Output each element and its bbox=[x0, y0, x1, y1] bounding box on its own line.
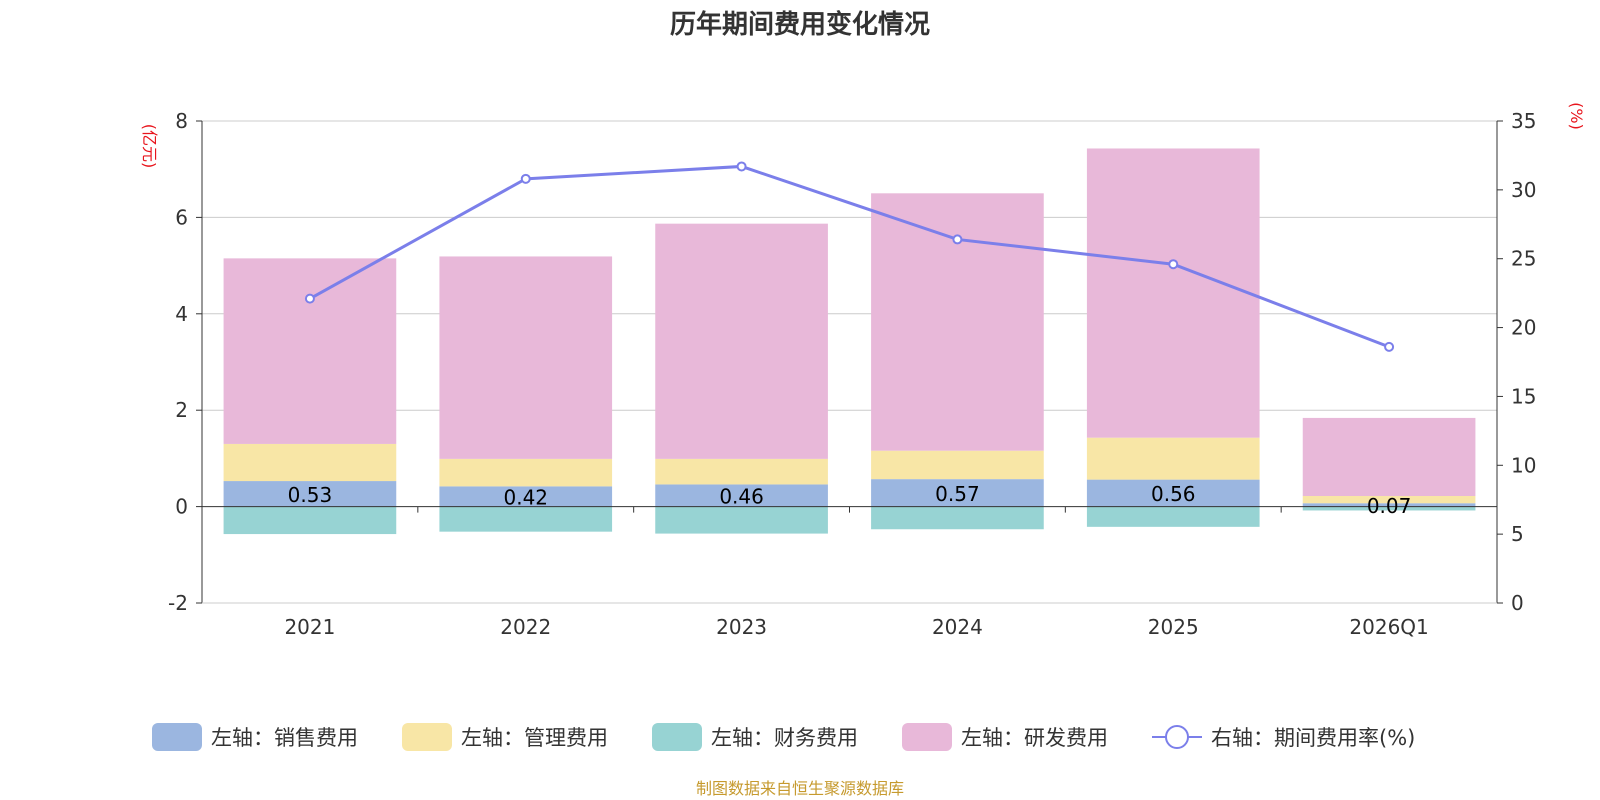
bar-segment bbox=[439, 458, 613, 487]
rate-point bbox=[1384, 341, 1395, 352]
rate-point bbox=[520, 173, 531, 184]
legend-label: 右轴：期间费用率(%) bbox=[1211, 726, 1415, 750]
right-axis-unit: (%) bbox=[1567, 102, 1586, 130]
right-tick-label: 10 bbox=[1511, 453, 1536, 477]
x-tick-label: 2023 bbox=[716, 615, 767, 639]
rate-line bbox=[304, 161, 1395, 352]
right-tick-label: 30 bbox=[1511, 178, 1536, 202]
bar-segment bbox=[871, 479, 1044, 507]
left-tick-label: 4 bbox=[175, 302, 188, 326]
bar-data-label: 0.57 bbox=[935, 482, 980, 506]
bar-segment bbox=[223, 506, 397, 535]
bar-segment bbox=[1302, 506, 1476, 511]
legend: 左轴：销售费用 左轴：管理费用 左轴：财务费用 左轴：研发费用 右轴：期间费用率(%) bbox=[152, 723, 1415, 751]
bar-data-label: 0.53 bbox=[288, 483, 333, 507]
chart-title: 历年期间费用变化情况 bbox=[670, 9, 930, 40]
legend-swatch bbox=[902, 723, 952, 751]
bar-segment bbox=[655, 506, 828, 534]
bar-labels: 0.53 0.42 0.46 0.57 0.56 0.07 bbox=[288, 482, 1412, 518]
legend-item: 左轴：财务费用 bbox=[652, 723, 858, 751]
legend-label: 左轴：财务费用 bbox=[711, 726, 858, 750]
bar-segment bbox=[223, 258, 397, 444]
bar-data-label: 0.46 bbox=[719, 485, 764, 509]
bar-data-label: 0.56 bbox=[1151, 482, 1196, 506]
left-tick-label: 0 bbox=[175, 495, 188, 519]
bar-segment bbox=[871, 193, 1044, 451]
rate-point bbox=[304, 293, 315, 304]
source-note: 制图数据来自恒生聚源数据库 bbox=[696, 779, 904, 798]
bar-segment bbox=[439, 506, 613, 532]
rate-point bbox=[952, 234, 963, 245]
legend-item: 左轴：销售费用 bbox=[152, 723, 358, 751]
bar-segment bbox=[1086, 506, 1260, 527]
bar-segment bbox=[655, 458, 828, 485]
legend-swatch bbox=[652, 723, 702, 751]
right-tick-label: 25 bbox=[1511, 247, 1536, 271]
legend-item: 左轴：研发费用 bbox=[902, 723, 1108, 751]
bar-segment bbox=[655, 484, 828, 507]
legend-item: 左轴：管理费用 bbox=[402, 723, 608, 751]
bar-segment bbox=[871, 506, 1044, 530]
legend-marker bbox=[1165, 725, 1189, 749]
left-tick-label: -2 bbox=[168, 591, 188, 615]
left-axis-unit: (亿元) bbox=[140, 124, 159, 169]
left-tick-label: 2 bbox=[175, 398, 188, 422]
bar-data-label: 0.07 bbox=[1367, 494, 1412, 518]
left-tick-label: 8 bbox=[175, 109, 188, 133]
bar-segment bbox=[223, 443, 397, 482]
bar-segment bbox=[1302, 495, 1476, 504]
bar-segment bbox=[1086, 437, 1260, 480]
bar-data-label: 0.42 bbox=[503, 485, 548, 509]
legend-label: 左轴：管理费用 bbox=[461, 726, 608, 750]
legend-swatch bbox=[152, 723, 202, 751]
x-tick-label: 2025 bbox=[1148, 615, 1199, 639]
right-tick-label: 15 bbox=[1511, 384, 1536, 408]
legend-label: 左轴：销售费用 bbox=[211, 726, 358, 750]
bar-segment bbox=[1086, 148, 1260, 438]
bar-segment bbox=[439, 486, 613, 507]
right-tick-label: 0 bbox=[1511, 591, 1524, 615]
right-tick-label: 20 bbox=[1511, 316, 1536, 340]
bars bbox=[223, 148, 1476, 535]
rate-point bbox=[736, 161, 747, 172]
rate-line-path bbox=[309, 164, 1390, 349]
bar-segment bbox=[439, 256, 613, 459]
rate-point bbox=[1168, 259, 1179, 270]
left-tick-label: 6 bbox=[175, 205, 188, 229]
bar-segment bbox=[1302, 503, 1476, 507]
bar-segment bbox=[871, 450, 1044, 480]
right-tick-label: 35 bbox=[1511, 109, 1536, 133]
legend-item: 右轴：期间费用率(%) bbox=[1152, 725, 1415, 750]
bar-segment bbox=[1086, 479, 1260, 507]
bar-segment bbox=[223, 481, 397, 507]
x-tick-label: 2026Q1 bbox=[1349, 615, 1428, 639]
x-tick-label: 2021 bbox=[284, 615, 335, 639]
x-tick-label: 2024 bbox=[932, 615, 983, 639]
bar-segment bbox=[655, 223, 828, 459]
legend-swatch bbox=[402, 723, 452, 751]
legend-label: 左轴：研发费用 bbox=[961, 726, 1108, 750]
bar-segment bbox=[1302, 417, 1476, 496]
right-tick-label: 5 bbox=[1511, 522, 1524, 546]
x-tick-label: 2022 bbox=[500, 615, 551, 639]
